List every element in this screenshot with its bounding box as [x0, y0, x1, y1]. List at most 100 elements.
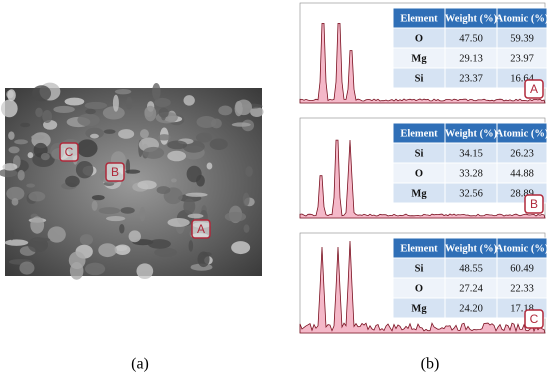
grain: [139, 207, 146, 222]
grain: [235, 99, 253, 116]
grain: [209, 138, 228, 150]
grain: [114, 245, 128, 251]
grain: [105, 215, 126, 222]
grain: [91, 194, 105, 201]
marker-label: A: [530, 82, 538, 96]
grain: [47, 226, 66, 243]
grain: [231, 122, 251, 127]
grain: [250, 106, 264, 117]
grain: [206, 162, 213, 170]
grain: [8, 131, 15, 140]
table-cell-text: 48.55: [459, 263, 483, 274]
grain: [102, 106, 125, 120]
marker-box: [524, 79, 544, 99]
grain: [2, 163, 18, 171]
grain: [9, 229, 15, 241]
grain: [157, 134, 171, 141]
grain: [136, 263, 154, 279]
grain: [28, 191, 46, 202]
grain: [139, 129, 149, 139]
table-cell-text: 29.13: [459, 53, 483, 64]
grain: [242, 192, 250, 207]
grain: [185, 192, 208, 197]
table-cell-text: 23.97: [510, 53, 534, 64]
grain: [183, 198, 196, 215]
grain: [161, 113, 166, 121]
grain: [231, 241, 251, 255]
grain: [35, 107, 43, 118]
grain: [30, 216, 45, 234]
table-header: Element: [400, 13, 438, 24]
grain: [158, 107, 169, 118]
table-header: Weight (%): [445, 128, 498, 139]
grain: [196, 174, 205, 187]
grain: [197, 251, 210, 268]
table-cell-text: 22.33: [510, 283, 534, 294]
grain: [243, 224, 250, 233]
grain: [5, 199, 12, 210]
grain: [195, 132, 213, 143]
grain: [0, 99, 18, 118]
caption: (a): [131, 356, 149, 373]
grain: [156, 186, 171, 195]
table-cell-text: 28.89: [510, 188, 534, 199]
table-cell-text: 34.15: [459, 148, 483, 159]
grain: [32, 85, 52, 102]
grain: [42, 110, 53, 124]
grains: [0, 82, 264, 280]
grain: [196, 115, 217, 128]
table-cell-text: 47.50: [459, 33, 483, 44]
table-cell-text: 27.24: [459, 283, 483, 294]
grain: [84, 262, 106, 276]
grain: [7, 89, 16, 102]
marker-box: [191, 219, 211, 239]
table-cell-text: Si: [415, 148, 424, 159]
grain: [118, 129, 135, 139]
grain: [167, 140, 188, 150]
table-cell-text: 32.56: [459, 188, 483, 199]
table-cell-text: 17.18: [510, 303, 534, 314]
grain: [77, 113, 100, 127]
grain: [128, 230, 141, 243]
grain: [20, 122, 31, 128]
grain: [137, 180, 157, 190]
grain: [14, 139, 28, 145]
grain: [11, 198, 19, 206]
marker-label: C: [65, 145, 74, 159]
spectrum: [299, 23, 546, 104]
table-cell-text: Mg: [411, 53, 427, 64]
table-cell-text: 23.37: [459, 73, 483, 84]
grain: [32, 237, 51, 242]
table-header: Element: [400, 128, 438, 139]
grain: [119, 224, 125, 234]
grain: [125, 169, 141, 174]
grain: [218, 105, 233, 116]
grain: [53, 105, 75, 113]
grain: [40, 152, 50, 161]
table-cell-text: O: [415, 283, 423, 294]
grain: [170, 178, 177, 183]
marker-label: B: [530, 197, 538, 211]
grain: [27, 152, 34, 159]
grain: [98, 207, 121, 215]
marker-label: B: [111, 165, 119, 179]
grain: [91, 200, 98, 211]
table-cell-text: O: [415, 33, 423, 44]
grain: [6, 186, 25, 201]
grain: [103, 129, 116, 134]
spectrum: [299, 240, 546, 334]
grain: [142, 146, 165, 159]
grain: [147, 239, 171, 249]
marker-box: [105, 162, 125, 182]
table-header: Weight (%): [445, 13, 498, 24]
grain: [112, 94, 119, 112]
grain: [90, 133, 99, 139]
grain: [152, 83, 161, 101]
grain: [0, 168, 18, 178]
grain: [154, 97, 171, 108]
spectrum: [299, 139, 546, 219]
grain: [69, 262, 84, 280]
grain: [26, 183, 36, 188]
table-header: Atomic (%): [496, 13, 549, 24]
